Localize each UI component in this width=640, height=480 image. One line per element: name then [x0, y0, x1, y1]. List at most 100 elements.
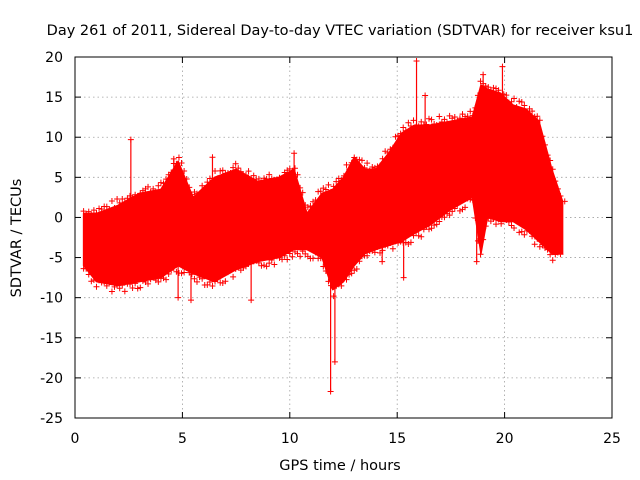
data-point [454, 118, 461, 125]
data-point [261, 175, 268, 182]
data-point [374, 243, 381, 250]
data-point [505, 99, 512, 106]
data-point [134, 192, 141, 199]
data-point [230, 273, 237, 280]
data-point [80, 208, 87, 215]
data-point [438, 119, 445, 126]
data-point [217, 167, 224, 174]
data-point [418, 118, 425, 125]
data-point [539, 133, 546, 140]
data-point [108, 198, 115, 205]
data-point [428, 116, 435, 123]
data-point [474, 237, 481, 244]
data-point [83, 211, 90, 218]
data-point [299, 189, 306, 196]
data-point [114, 281, 121, 288]
data-point [511, 95, 518, 102]
data-point [214, 276, 221, 283]
data-point [108, 288, 115, 295]
data-point [237, 168, 244, 175]
data-point [425, 226, 432, 233]
data-point [155, 278, 162, 285]
data-point [181, 167, 188, 174]
data-point [204, 179, 211, 186]
data-point [121, 288, 128, 295]
data-point [139, 277, 146, 284]
data-point [85, 208, 92, 215]
data-point [387, 146, 394, 153]
data-point [322, 267, 329, 274]
data-point [464, 113, 471, 120]
data-point [83, 265, 90, 272]
data-point [132, 191, 139, 198]
data-point [346, 271, 353, 278]
data-point [353, 266, 360, 273]
data-point [93, 283, 100, 290]
y-tick-label: 5 [54, 170, 63, 186]
data-point [155, 182, 162, 189]
data-point [209, 154, 216, 161]
data-point [235, 165, 242, 172]
data-point [379, 155, 386, 162]
data-point [250, 172, 257, 179]
data-point [523, 109, 530, 116]
data-point [320, 185, 327, 192]
data-point [423, 223, 430, 230]
data-point [358, 157, 365, 164]
data-point [163, 276, 170, 283]
data-point [557, 251, 564, 258]
data-point [490, 84, 497, 91]
data-point [451, 205, 458, 212]
data-point [204, 281, 211, 288]
data-point [199, 275, 206, 282]
data-point [441, 116, 448, 123]
data-point [188, 271, 195, 278]
data-point [490, 215, 497, 222]
data-point [366, 167, 373, 174]
data-point [384, 242, 391, 249]
data-point [518, 99, 525, 106]
data-point [186, 184, 193, 191]
data-point [397, 130, 404, 137]
data-point [325, 181, 332, 188]
data-point [160, 180, 167, 187]
data-point [467, 196, 474, 203]
data-point [444, 120, 451, 127]
data-point [554, 185, 561, 192]
data-point [413, 58, 420, 65]
data-point [346, 165, 353, 172]
data-point [187, 297, 194, 304]
data-point [85, 271, 92, 278]
data-point [263, 175, 270, 182]
data-point [521, 102, 528, 109]
data-point [482, 223, 489, 230]
data-point [175, 294, 182, 301]
data-point [456, 207, 463, 214]
data-point [96, 205, 103, 212]
data-point [472, 104, 479, 111]
data-point [498, 220, 505, 227]
data-point [557, 192, 564, 199]
data-point [250, 258, 257, 265]
data-point [145, 280, 152, 287]
data-point [289, 253, 296, 260]
data-point [521, 231, 528, 238]
data-point [268, 256, 275, 263]
data-point [232, 160, 239, 167]
data-point [230, 164, 237, 171]
data-point [508, 98, 515, 105]
data-point [348, 270, 355, 277]
data-point [245, 168, 252, 175]
data-point [121, 199, 128, 206]
data-point [441, 214, 448, 221]
data-point [294, 250, 301, 257]
data-point [163, 176, 170, 183]
data-point [88, 278, 95, 285]
data-point [284, 256, 291, 263]
data-point [418, 233, 425, 240]
y-tick-label: -20 [40, 371, 63, 387]
data-point [88, 212, 95, 219]
data-point [281, 252, 288, 259]
data-point [111, 204, 118, 211]
